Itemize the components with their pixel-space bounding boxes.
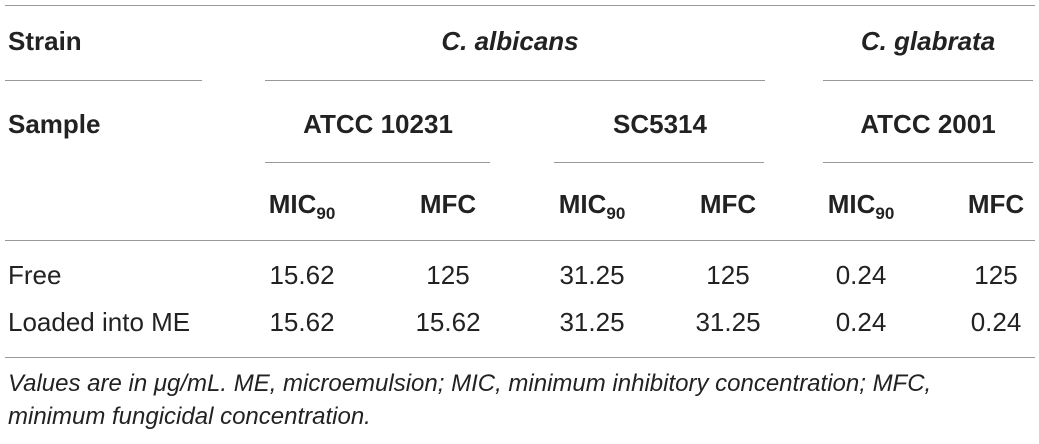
table-cell: 0.24 — [835, 307, 887, 337]
col-mic90-2: MIC90 — [558, 189, 626, 223]
table-cell: 0.24 — [970, 307, 1022, 337]
header-bottom-rule — [5, 240, 1035, 241]
table-cell: 31.25 — [559, 260, 625, 290]
species-glabrata: C. glabrata — [860, 26, 996, 56]
row-label-free: Free — [8, 260, 62, 290]
strain-atcc2001: ATCC 2001 — [860, 109, 996, 139]
table-cell: 15.62 — [415, 307, 481, 337]
species-albicans: C. albicans — [441, 26, 579, 56]
strain-underline — [5, 80, 202, 81]
table-cell: 125 — [974, 260, 1018, 290]
col-mfc-1: MFC — [419, 189, 477, 219]
sample-label: Sample — [8, 109, 101, 139]
table-cell: 31.25 — [695, 307, 761, 337]
row-label-loaded: Loaded into ME — [8, 307, 191, 337]
table-bottom-rule — [5, 357, 1035, 358]
atcc2001-underline — [823, 162, 1033, 163]
atcc10231-underline — [265, 162, 490, 163]
glabrata-underline — [823, 80, 1033, 81]
col-mfc-2: MFC — [699, 189, 757, 219]
top-rule — [5, 5, 1035, 6]
table-cell: 125 — [426, 260, 470, 290]
col-mic90-3: MIC90 — [827, 189, 895, 223]
sc5314-underline — [554, 162, 764, 163]
col-mfc-3: MFC — [967, 189, 1025, 219]
table-cell: 15.62 — [269, 260, 335, 290]
table-footnote: Values are in μg/mL. ME, microemulsion; … — [8, 370, 932, 430]
strain-sc5314: SC5314 — [613, 109, 707, 139]
table-cell: 15.62 — [269, 307, 335, 337]
col-mic90-1: MIC90 — [268, 189, 336, 223]
table-cell: 31.25 — [559, 307, 625, 337]
table-cell: 0.24 — [835, 260, 887, 290]
albicans-underline — [265, 80, 765, 81]
table-cell: 125 — [706, 260, 750, 290]
strain-label: Strain — [8, 26, 82, 56]
strain-atcc10231: ATCC 10231 — [303, 109, 453, 139]
